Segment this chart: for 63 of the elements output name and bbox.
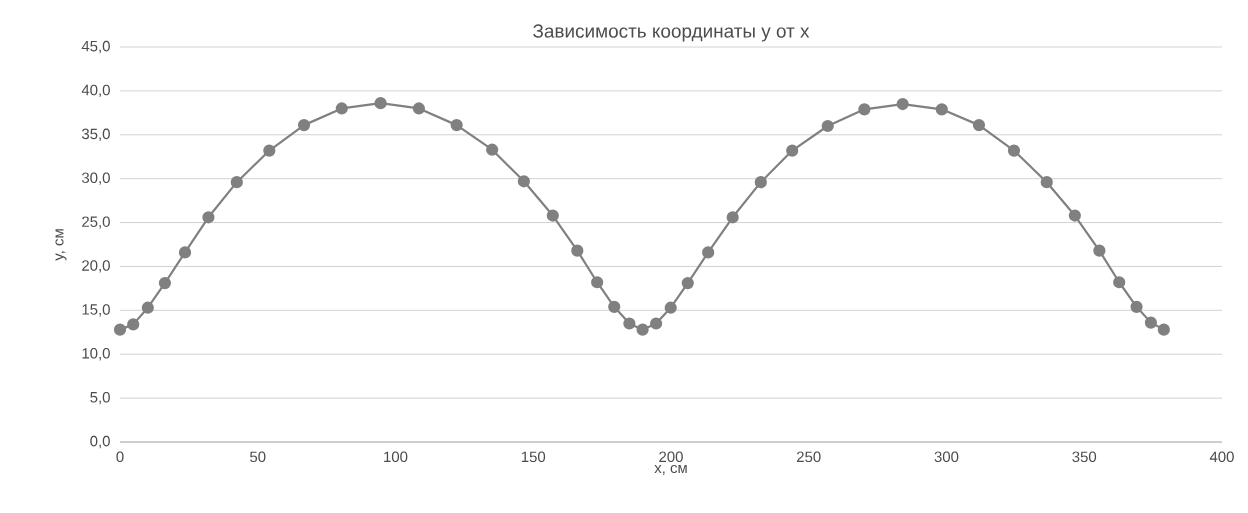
x-tick-label: 150: [521, 451, 546, 463]
point: [726, 211, 739, 224]
point: [141, 301, 154, 314]
y-tick-label: 45,0: [81, 40, 110, 54]
y-tick-label: 30,0: [81, 172, 110, 185]
point: [202, 211, 215, 224]
point: [1093, 244, 1106, 257]
y-tick-label: 15,0: [82, 304, 110, 317]
point: [972, 119, 986, 132]
point: [754, 176, 767, 189]
point: [127, 318, 140, 331]
y-tick-label: 0,0: [90, 435, 110, 449]
y-tick-label: 35,0: [81, 128, 110, 141]
point: [650, 317, 663, 330]
point: [1068, 209, 1081, 222]
point: [636, 323, 649, 336]
point: [623, 317, 636, 330]
y-tick-label: 5,0: [90, 391, 110, 405]
y-tick-label: 20,0: [82, 260, 110, 273]
point: [113, 323, 127, 336]
point: [896, 97, 909, 111]
x-tick-label: 350: [1072, 451, 1097, 463]
y-tick-label: 40,0: [81, 84, 110, 98]
point: [178, 246, 192, 259]
chart-title: Зависимость координаты y от x: [533, 24, 810, 42]
point: [412, 102, 426, 115]
point: [1130, 300, 1143, 313]
point: [517, 175, 530, 188]
point: [664, 301, 677, 314]
x-tick-label: 50: [250, 451, 266, 463]
point: [1157, 323, 1170, 336]
x-tick-label: 100: [384, 451, 408, 463]
point: [935, 103, 948, 116]
y-tick-label: 25,0: [82, 216, 110, 229]
point: [786, 144, 799, 157]
point: [486, 143, 499, 156]
point: [230, 176, 243, 189]
point: [450, 119, 463, 132]
y-tick-label: 10,0: [82, 348, 110, 361]
x-tick-label: 0: [116, 451, 124, 463]
point: [608, 300, 621, 313]
point: [1144, 316, 1157, 329]
point: [297, 119, 311, 132]
point: [335, 102, 348, 115]
point: [158, 277, 172, 290]
x-tick-label: 300: [934, 451, 959, 463]
point: [571, 244, 584, 257]
y-axis-title: y, см: [55, 229, 67, 261]
point: [591, 276, 604, 289]
x-tick-label: 400: [1209, 451, 1234, 463]
point: [681, 277, 694, 290]
point: [702, 246, 715, 259]
point: [821, 119, 834, 133]
point: [546, 209, 559, 222]
point: [374, 97, 387, 110]
point: [263, 144, 276, 157]
point: [1113, 276, 1126, 289]
x-axis-title: x, см: [654, 464, 687, 475]
point: [858, 103, 871, 116]
x-tick-label: 200: [659, 451, 683, 463]
point: [1007, 144, 1021, 157]
x-tick-label: 250: [797, 451, 821, 463]
point: [1040, 176, 1053, 189]
